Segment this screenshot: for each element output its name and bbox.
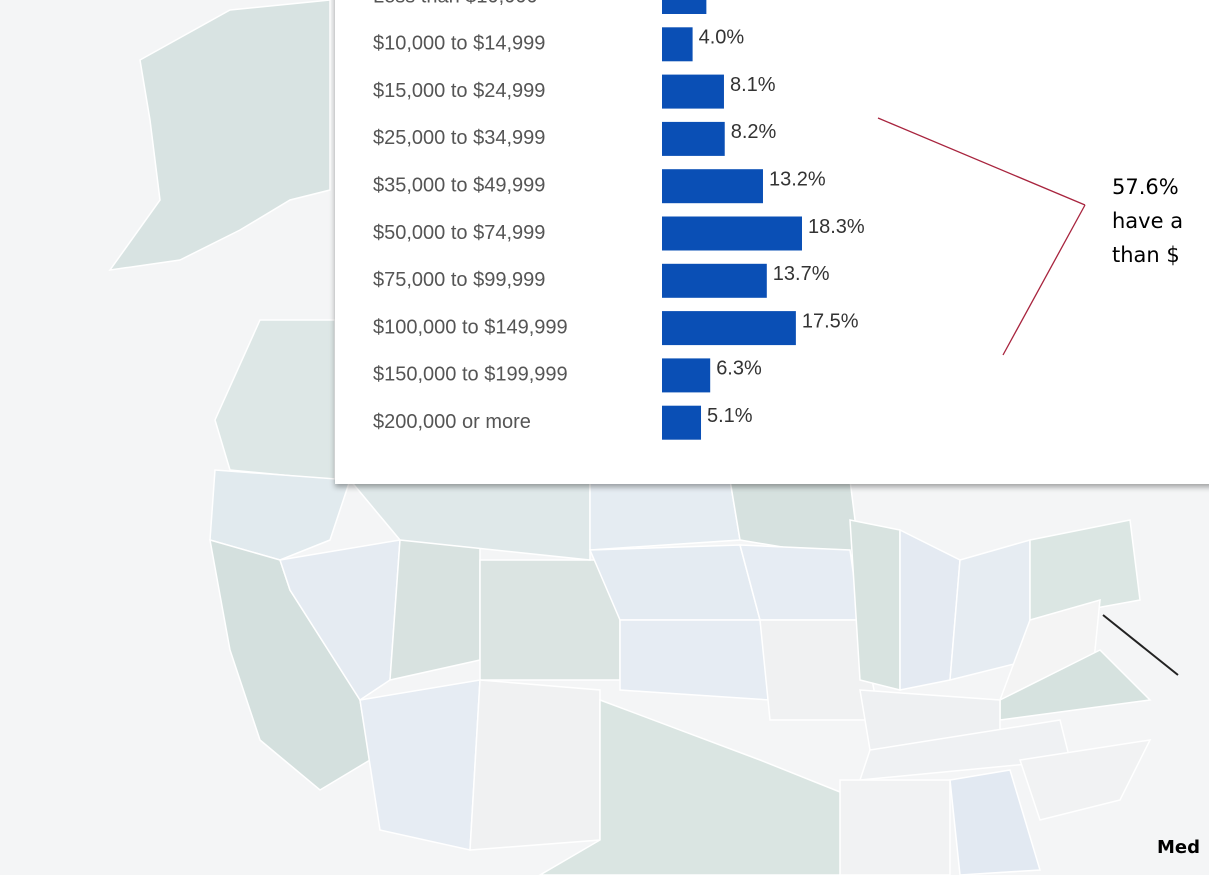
oregon bbox=[209, 469, 352, 561]
category-label: $200,000 or more bbox=[373, 411, 531, 433]
bar bbox=[662, 27, 693, 62]
category-label: $50,000 to $74,999 bbox=[373, 222, 545, 244]
kansas bbox=[619, 619, 771, 701]
texas bbox=[538, 698, 861, 875]
nebraska bbox=[588, 544, 761, 621]
category-label: $150,000 to $199,999 bbox=[373, 364, 568, 386]
pennsylvania bbox=[1029, 519, 1141, 621]
bar bbox=[662, 216, 802, 251]
value-label: 17.5% bbox=[802, 310, 859, 332]
value-label: 4.0% bbox=[699, 27, 745, 49]
annotation: than $ bbox=[1112, 243, 1180, 267]
bar bbox=[662, 358, 711, 393]
bar bbox=[662, 74, 724, 109]
south bbox=[839, 779, 951, 875]
category-label: $10,000 to $14,999 bbox=[373, 33, 545, 55]
map bbox=[108, 0, 1152, 875]
alaska bbox=[108, 0, 331, 271]
category-label: $35,000 to $49,999 bbox=[373, 174, 545, 196]
bar bbox=[662, 405, 702, 440]
georgia bbox=[949, 769, 1041, 875]
value-label: 6.3% bbox=[716, 358, 762, 380]
pointer-line bbox=[1102, 614, 1179, 676]
category-label: $15,000 to $24,999 bbox=[373, 80, 545, 102]
bracket-line bbox=[877, 117, 1086, 206]
bracket-line bbox=[1002, 204, 1086, 356]
bar bbox=[662, 311, 796, 346]
legend-title: Med bbox=[1157, 837, 1200, 858]
bar bbox=[662, 121, 725, 156]
category-label: $100,000 to $149,999 bbox=[373, 316, 568, 338]
annotation: 57.6% bbox=[1112, 175, 1179, 199]
dakota bbox=[589, 479, 741, 551]
annotation: have a bbox=[1112, 209, 1183, 233]
category-label: Less than $10,000 bbox=[373, 0, 538, 7]
bar bbox=[662, 0, 707, 14]
iowa bbox=[739, 544, 861, 621]
value-label: 5.8% bbox=[712, 0, 758, 1]
bar bbox=[662, 169, 763, 204]
arizona bbox=[359, 679, 481, 851]
value-label: 18.3% bbox=[808, 216, 865, 238]
bar bbox=[662, 263, 767, 298]
value-label: 8.1% bbox=[730, 74, 776, 96]
value-label: 8.2% bbox=[731, 121, 777, 143]
new-mexico bbox=[469, 679, 601, 851]
carolina bbox=[1019, 739, 1152, 821]
value-label: 13.2% bbox=[769, 168, 826, 190]
category-label: $75,000 to $99,999 bbox=[373, 269, 545, 291]
category-label: $25,000 to $34,999 bbox=[373, 127, 545, 149]
utah bbox=[389, 539, 481, 681]
income-chart: Less than $10,000 5.8% $10,000 to $14,999 4… bbox=[373, 0, 865, 440]
value-label: 13.7% bbox=[773, 263, 830, 285]
value-label: 5.1% bbox=[707, 405, 753, 427]
washington bbox=[214, 319, 336, 481]
colorado bbox=[479, 559, 621, 681]
nevada bbox=[279, 539, 401, 702]
